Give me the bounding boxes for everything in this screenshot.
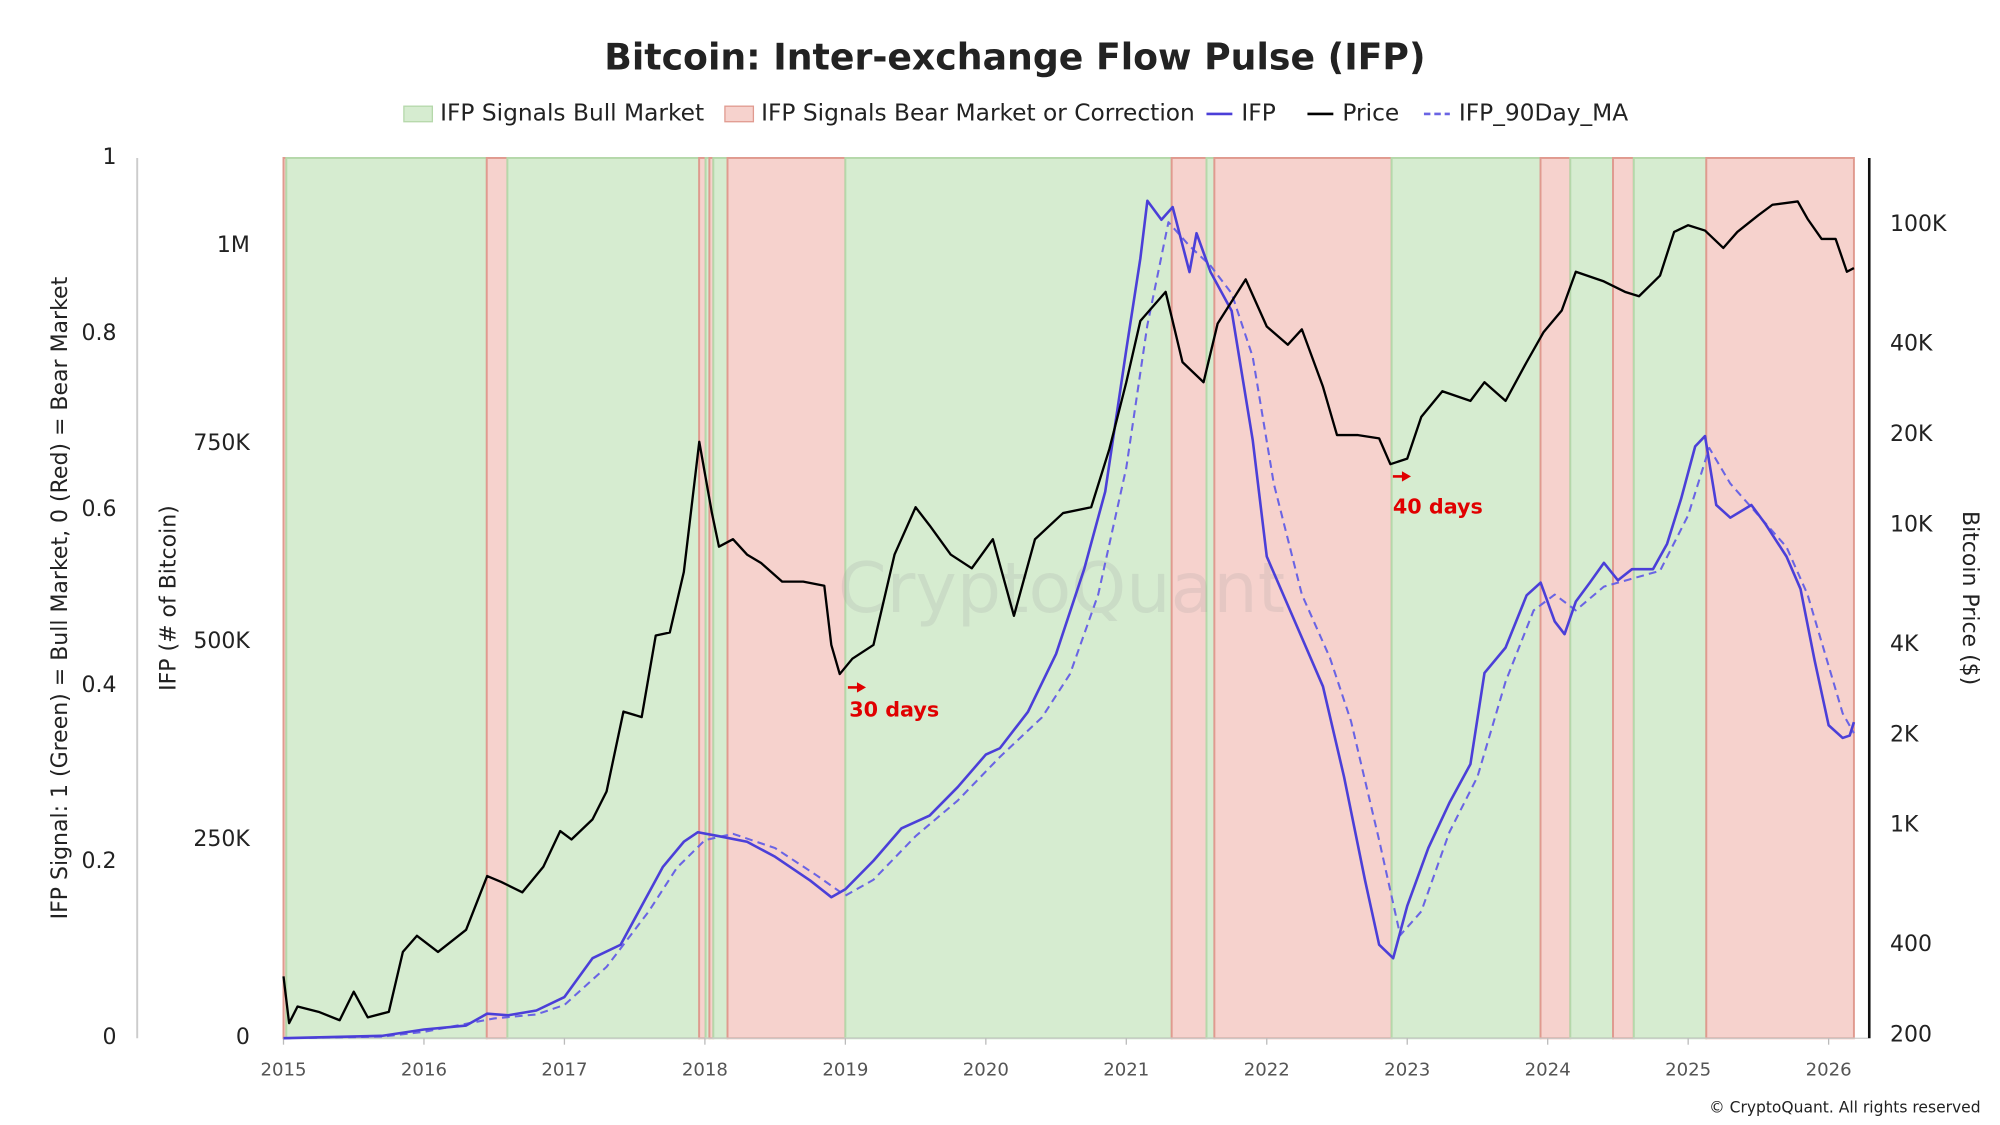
price-tick-label: 100K [1890, 212, 1947, 237]
signal-region [1632, 156, 1708, 1040]
annotation: 40 days [1393, 494, 1483, 518]
series-line [282, 200, 1855, 1025]
signal-region [712, 156, 729, 1040]
legend-swatch [724, 105, 755, 123]
price-tick-label: 2K [1890, 722, 1919, 747]
ifp-tick-label: 500K [193, 629, 250, 654]
x-tick-label: 2025 [1665, 1060, 1711, 1081]
legend-label: IFP_90Day_MA [1459, 99, 1628, 126]
signal-region [1705, 156, 1855, 1040]
x-tick-label: 2015 [260, 1060, 306, 1081]
price-tick-label: 40K [1890, 332, 1933, 357]
annotation-arrowhead [1401, 471, 1412, 482]
signal-region [285, 156, 488, 1040]
annotation-arrowhead [856, 682, 867, 693]
ifp-tick-label: 1M [217, 233, 250, 258]
signal-tick-label: 0 [103, 1025, 117, 1050]
signal-region [1390, 156, 1542, 1040]
price-tick-label: 10K [1890, 512, 1933, 537]
x-tick-label: 2023 [1384, 1060, 1430, 1081]
legend-label: IFP Signals Bull Market [440, 99, 704, 126]
signal-axis-label: IFP Signal: 1 (Green) = Bull Market, 0 (… [48, 276, 73, 919]
price-tick-label: 20K [1890, 422, 1933, 447]
copyright: © CryptoQuant. All rights reserved [1709, 1099, 1980, 1117]
price-tick-label: 200 [1890, 1023, 1932, 1048]
price-tick-label: 400 [1890, 932, 1932, 957]
price-axis-label: Bitcoin Price ($) [1957, 511, 1982, 685]
price-tick-label: 4K [1890, 632, 1919, 657]
series-line [283, 221, 1855, 1040]
x-tick-label: 2026 [1806, 1060, 1852, 1081]
x-tick-label: 2021 [1103, 1060, 1149, 1081]
ifp-tick-label: 0 [236, 1025, 250, 1050]
x-tick-label: 2020 [963, 1060, 1009, 1081]
x-tick-label: 2024 [1525, 1060, 1571, 1081]
ifp-tick-label: 250K [193, 827, 250, 852]
x-tick-label: 2019 [822, 1060, 868, 1081]
legend-swatch [403, 105, 434, 123]
signal-region [726, 156, 847, 1040]
signal-tick-label: 0.8 [82, 321, 117, 346]
signal-region [1213, 156, 1393, 1040]
signal-region [506, 156, 701, 1040]
signal-tick-label: 1 [103, 145, 117, 170]
signal-tick-label: 0.4 [82, 673, 117, 698]
x-tick-label: 2022 [1244, 1060, 1290, 1081]
series-line [283, 199, 1856, 1040]
price-tick-label: 1K [1890, 813, 1919, 838]
signal-region [485, 156, 509, 1040]
signal-tick-label: 0.6 [82, 497, 117, 522]
x-tick-label: 2016 [401, 1060, 447, 1081]
legend-label: IFP [1241, 99, 1275, 126]
chart-title: Bitcoin: Inter-exchange Flow Pulse (IFP) [604, 36, 1425, 79]
x-tick-label: 2017 [541, 1060, 587, 1081]
ifp-axis-label: IFP (# of Bitcoin) [157, 505, 182, 691]
annotation: 30 days [849, 698, 939, 722]
signal-tick-label: 0.2 [82, 849, 117, 874]
watermark: CryptoQuant [838, 548, 1285, 629]
ifp-tick-label: 750K [193, 431, 250, 456]
legend-label: IFP Signals Bear Market or Correction [761, 99, 1195, 126]
x-tick-label: 2018 [682, 1060, 728, 1081]
legend-label: Price [1342, 99, 1399, 126]
